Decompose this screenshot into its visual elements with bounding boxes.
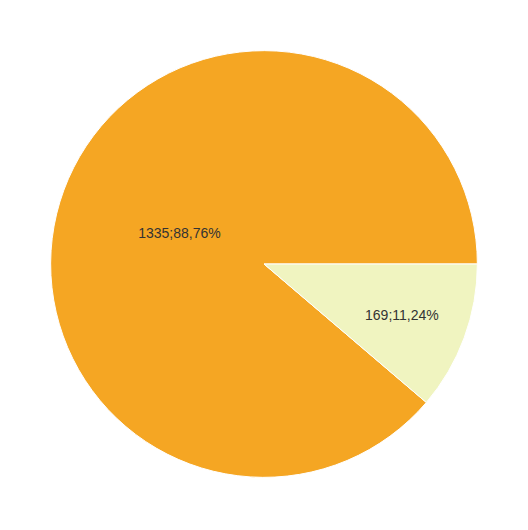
svg-text:1335;88,76%: 1335;88,76%	[138, 225, 221, 241]
svg-text:169;11,24%: 169;11,24%	[365, 307, 439, 323]
